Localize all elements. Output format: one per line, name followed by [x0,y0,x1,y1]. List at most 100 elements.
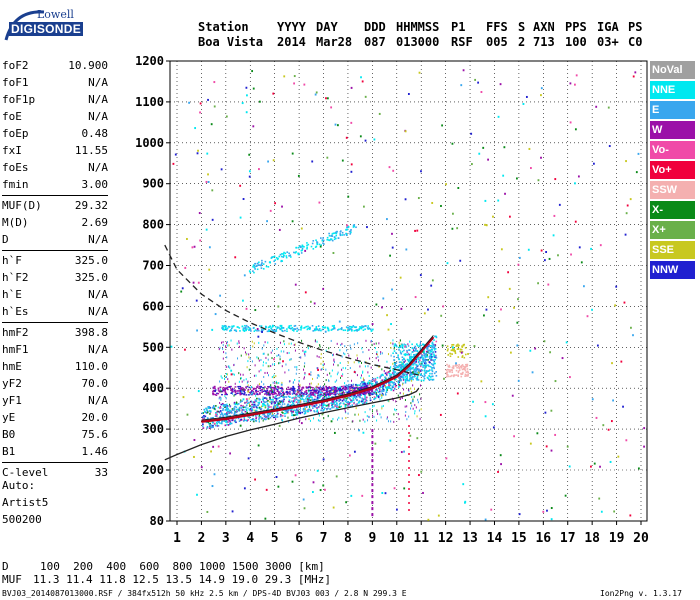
echo-mark [184,348,186,351]
echo-mark [461,368,464,371]
echo-mark [329,389,332,392]
echo-mark [292,330,295,332]
echo-mark [217,389,220,391]
echo-mark [348,328,351,331]
echo-mark [460,372,462,375]
file-info: BVJ03_2014087013000.RSF / 384fx512h 50 k… [2,589,407,598]
echo-mark [219,416,222,418]
echo-mark [578,246,581,249]
echo-mark [590,247,592,250]
echo-mark [307,399,310,402]
echo-mark [392,386,394,389]
echo-mark [231,510,234,513]
echo-mark [258,401,261,404]
echo-mark [255,389,258,392]
echo-mark [334,403,336,406]
echo-mark [348,396,350,399]
echo-mark [527,248,530,251]
echo-mark [413,368,416,371]
echo-mark [338,328,340,331]
echo-mark [205,228,208,231]
param-row: yE 20.0 [2,409,108,426]
echo-mark [260,264,262,267]
echo-mark [353,394,356,397]
echo-mark [231,409,234,412]
echo-mark [288,391,291,393]
echo-mark [452,349,455,352]
echo-mark [264,401,266,404]
echo-mark [390,346,392,349]
echo-mark [448,375,450,378]
echo-mark [367,328,370,330]
echo-mark [271,393,274,396]
echo-mark [259,415,262,418]
echo-mark [301,395,304,398]
echo-mark [422,366,424,368]
echo-mark [227,378,229,381]
echo-mark [336,399,338,402]
echo-mark [291,327,294,329]
echo-mark [361,326,364,329]
echo-mark [281,253,283,255]
echo-mark [321,413,324,416]
echo-mark [403,374,405,376]
echo-mark [353,326,356,328]
echo-mark [498,320,501,323]
echo-mark [400,307,403,310]
echo-mark [404,359,406,362]
echo-mark [414,229,416,232]
echo-mark [240,407,243,409]
echo-mark [267,386,269,388]
echo-mark [360,374,362,377]
echo-mark [403,450,405,453]
echo-mark [248,394,250,396]
echo-mark [402,374,405,377]
param-row: MUF(D) 29.32 [2,197,108,214]
echo-mark [241,390,243,393]
echo-mark [553,214,556,217]
echo-mark [431,369,433,371]
echo-mark [274,259,276,261]
echo-mark [273,387,275,389]
echo-mark [349,230,352,233]
echo-mark [356,399,358,402]
echo-mark [340,385,343,388]
echo-mark [368,391,371,394]
echo-mark [255,409,258,412]
echo-mark [455,344,458,347]
echo-mark [419,341,421,344]
echo-mark [207,180,210,183]
param-label: C-level [2,466,49,479]
echo-mark [238,341,240,344]
echo-mark [484,518,487,521]
echo-mark [220,375,222,378]
echo-mark [299,419,301,422]
echo-mark [239,389,242,392]
echo-mark [215,394,218,396]
echo-mark [358,402,360,404]
echo-mark [365,398,367,401]
echo-mark [281,411,283,414]
echo-mark [342,398,344,401]
echo-mark [230,339,232,342]
echo-mark [346,392,349,394]
echo-mark [629,514,632,517]
echo-mark [303,327,305,329]
echo-mark [247,388,250,391]
echo-mark [239,424,242,427]
echo-mark [456,227,459,230]
echo-mark [224,387,226,389]
echo-mark [447,369,450,371]
echo-mark [343,388,346,390]
echo-mark [399,344,401,347]
echo-mark [328,391,331,393]
echo-mark [323,387,325,390]
echo-mark [338,406,341,408]
echo-mark [422,357,424,359]
echo-mark [354,387,357,390]
echo-mark [276,410,278,413]
echo-mark [272,324,274,327]
echo-mark [349,388,351,390]
echo-mark [255,265,258,268]
echo-mark [614,304,617,307]
